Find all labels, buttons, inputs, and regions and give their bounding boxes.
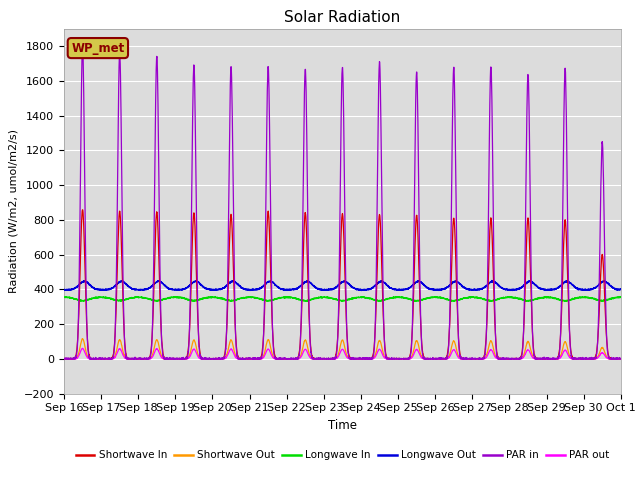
Y-axis label: Radiation (W/m2, umol/m2/s): Radiation (W/m2, umol/m2/s): [8, 129, 18, 293]
Legend: Shortwave In, Shortwave Out, Longwave In, Longwave Out, PAR in, PAR out: Shortwave In, Shortwave Out, Longwave In…: [72, 446, 613, 465]
Title: Solar Radiation: Solar Radiation: [284, 10, 401, 25]
X-axis label: Time: Time: [328, 419, 357, 432]
Text: WP_met: WP_met: [71, 42, 125, 55]
